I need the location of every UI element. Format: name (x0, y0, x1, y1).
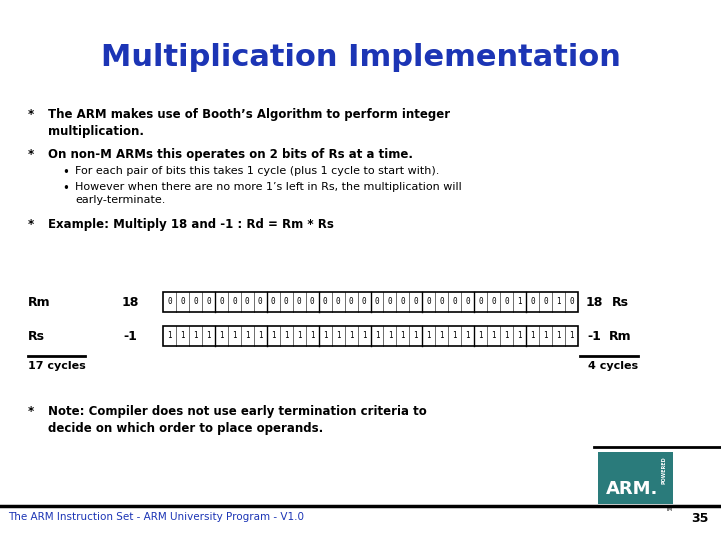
Text: 1: 1 (232, 332, 236, 340)
Text: 0: 0 (232, 298, 236, 307)
Text: 0: 0 (440, 298, 444, 307)
Text: 1: 1 (284, 332, 288, 340)
Text: 0: 0 (297, 298, 301, 307)
Text: •: • (62, 166, 69, 179)
Text: 0: 0 (167, 298, 172, 307)
Bar (163, 326, 578, 346)
Text: 0: 0 (505, 298, 509, 307)
Text: Example: Multiply 18 and -1 : Rd = Rm * Rs: Example: Multiply 18 and -1 : Rd = Rm * … (48, 218, 334, 231)
Text: 1: 1 (453, 332, 457, 340)
Text: 18: 18 (585, 295, 603, 308)
Text: 1: 1 (388, 332, 392, 340)
Text: Note: Compiler does not use early termination criteria to
decide on which order : Note: Compiler does not use early termin… (48, 405, 427, 435)
Text: 0: 0 (466, 298, 470, 307)
Text: 0: 0 (271, 298, 275, 307)
Text: 0: 0 (453, 298, 457, 307)
Text: 1: 1 (556, 298, 561, 307)
Text: 0: 0 (258, 298, 262, 307)
Text: 0: 0 (284, 298, 288, 307)
Text: 1: 1 (401, 332, 405, 340)
Text: 1: 1 (349, 332, 353, 340)
Text: However when there are no more 1’s left in Rs, the multiplication will
early-ter: However when there are no more 1’s left … (75, 182, 461, 205)
Text: 0: 0 (427, 298, 431, 307)
Text: 1: 1 (206, 332, 211, 340)
Text: The ARM makes use of Booth’s Algorithm to perform integer
multiplication.: The ARM makes use of Booth’s Algorithm t… (48, 108, 450, 138)
Text: TM: TM (665, 507, 672, 512)
Text: *: * (28, 148, 35, 161)
Text: 0: 0 (375, 298, 379, 307)
Text: 0: 0 (219, 298, 224, 307)
Text: 1: 1 (505, 332, 509, 340)
Text: On non-M ARMs this operates on 2 bits of Rs at a time.: On non-M ARMs this operates on 2 bits of… (48, 148, 413, 161)
Text: 0: 0 (414, 298, 418, 307)
Text: 0: 0 (206, 298, 211, 307)
Text: 1: 1 (479, 332, 483, 340)
Text: 1: 1 (323, 332, 327, 340)
Text: *: * (28, 218, 35, 231)
Text: 1: 1 (375, 332, 379, 340)
Text: 1: 1 (414, 332, 418, 340)
Text: 4 cycles: 4 cycles (588, 361, 638, 371)
Text: 1: 1 (556, 332, 561, 340)
Text: 0: 0 (323, 298, 327, 307)
Text: 0: 0 (401, 298, 405, 307)
Bar (598, 452, 673, 504)
Text: 0: 0 (492, 298, 496, 307)
Text: Rm: Rm (28, 295, 50, 308)
Text: 1: 1 (362, 332, 366, 340)
Text: 0: 0 (336, 298, 340, 307)
Text: Rm: Rm (609, 329, 632, 342)
Text: 1: 1 (543, 332, 548, 340)
Text: For each pair of bits this takes 1 cycle (plus 1 cycle to start with).: For each pair of bits this takes 1 cycle… (75, 166, 439, 176)
Text: 18: 18 (121, 295, 138, 308)
Text: 1: 1 (440, 332, 444, 340)
Text: •: • (62, 182, 69, 195)
Text: -1: -1 (123, 329, 137, 342)
Text: 0: 0 (310, 298, 314, 307)
Text: ARM.: ARM. (606, 480, 658, 498)
Text: 1: 1 (219, 332, 224, 340)
Text: 0: 0 (531, 298, 535, 307)
Text: 0: 0 (569, 298, 574, 307)
Text: 0: 0 (193, 298, 198, 307)
Text: *: * (28, 405, 35, 418)
Text: 0: 0 (388, 298, 392, 307)
Text: 1: 1 (336, 332, 340, 340)
Text: Rs: Rs (28, 329, 45, 342)
Text: 1: 1 (297, 332, 301, 340)
Text: 1: 1 (271, 332, 275, 340)
Text: 1: 1 (310, 332, 314, 340)
Text: The ARM Instruction Set - ARM University Program - V1.0: The ARM Instruction Set - ARM University… (8, 512, 304, 522)
Text: 0: 0 (349, 298, 353, 307)
Text: 1: 1 (569, 332, 574, 340)
Text: 1: 1 (518, 298, 522, 307)
Text: Multiplication Implementation: Multiplication Implementation (100, 43, 621, 72)
Text: 35: 35 (691, 512, 709, 525)
Text: 1: 1 (180, 332, 185, 340)
Text: 1: 1 (245, 332, 249, 340)
Text: 1: 1 (258, 332, 262, 340)
Text: 1: 1 (427, 332, 431, 340)
Text: 1: 1 (531, 332, 535, 340)
Text: 0: 0 (543, 298, 548, 307)
Text: -1: -1 (587, 329, 601, 342)
Text: 1: 1 (518, 332, 522, 340)
Text: 0: 0 (180, 298, 185, 307)
Text: 0: 0 (479, 298, 483, 307)
Text: 17 cycles: 17 cycles (28, 361, 86, 371)
Text: 0: 0 (245, 298, 249, 307)
Text: POWERED: POWERED (661, 457, 666, 484)
Bar (163, 292, 578, 312)
Text: 1: 1 (466, 332, 470, 340)
Text: Rs: Rs (611, 295, 629, 308)
Text: 0: 0 (362, 298, 366, 307)
Text: 1: 1 (492, 332, 496, 340)
Text: 1: 1 (193, 332, 198, 340)
Text: 1: 1 (167, 332, 172, 340)
Text: *: * (28, 108, 35, 121)
